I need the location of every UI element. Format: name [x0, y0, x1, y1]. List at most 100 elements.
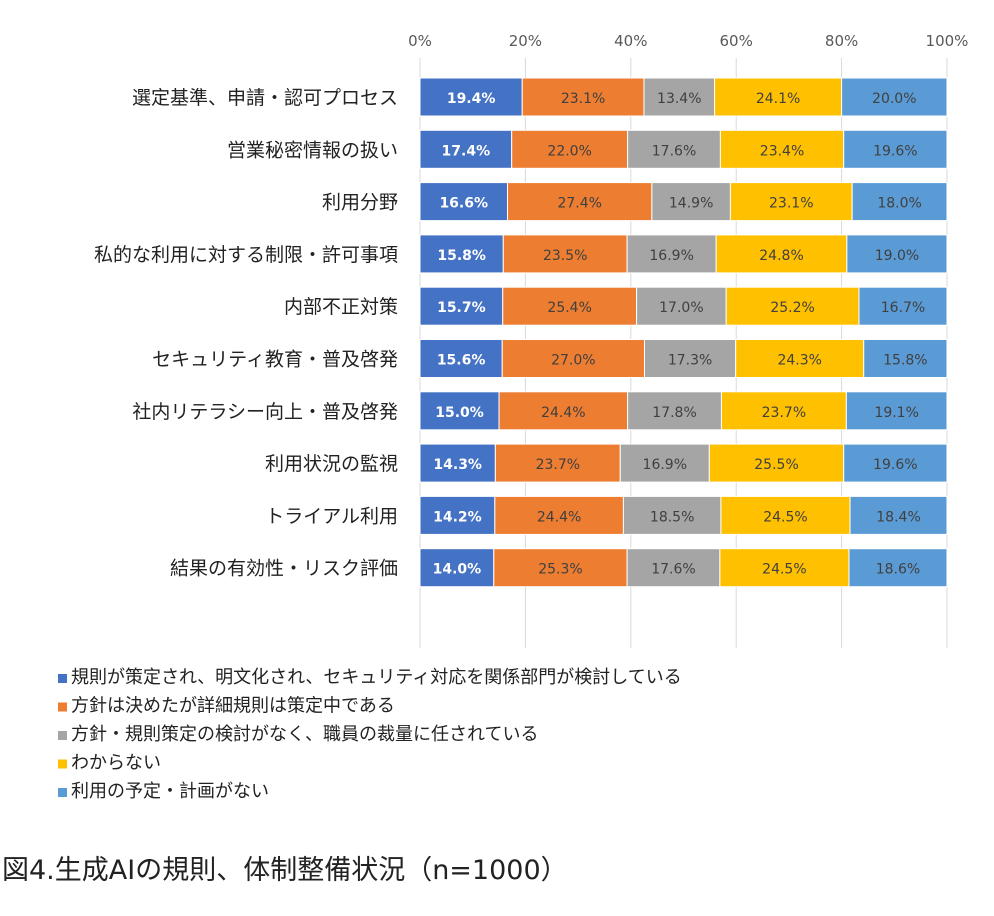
- bar-segment-series-3: [651, 182, 731, 222]
- bar-segment-series-5: [843, 129, 948, 169]
- bar-segment-series-5: [846, 234, 948, 274]
- legend-label: 方針は決めたが詳細規則は策定中である: [71, 696, 395, 717]
- data-label: 24.4%: [537, 509, 581, 525]
- bar-segment-series-1: [419, 548, 495, 588]
- legend-label: 利用の予定・計画がない: [71, 781, 269, 802]
- data-label: 25.2%: [770, 300, 814, 316]
- bar-segment-series-4: [719, 129, 845, 169]
- data-label: 19.0%: [875, 248, 919, 264]
- bar-segment-series-4: [725, 286, 860, 326]
- data-label: 17.3%: [668, 353, 712, 369]
- data-label: 23.5%: [543, 248, 587, 264]
- data-label: 24.4%: [541, 405, 585, 421]
- data-label: 24.8%: [759, 248, 803, 264]
- x-tick-label: 60%: [720, 32, 753, 50]
- bar-segment-series-5: [848, 548, 948, 588]
- bar-segment-series-3: [644, 339, 737, 378]
- category-label: セキュリティ教育・普及啓発: [152, 349, 398, 371]
- chart-canvas: 0% 20% 40% 60% 80% 100% 選定基準、申請・認可プロセス 19.4% 23.…: [58, 32, 969, 802]
- data-label: 15.0%: [435, 405, 484, 421]
- category-label: トライアル利用: [265, 505, 398, 527]
- data-label: 15.8%: [437, 248, 486, 264]
- data-label: 19.6%: [873, 143, 917, 159]
- bar-segment-series-2: [506, 182, 653, 222]
- x-tick-label: 100%: [926, 32, 969, 50]
- x-tick-label: 0%: [408, 32, 432, 50]
- category-label: 選定基準、申請・認可プロセス: [132, 87, 398, 109]
- category-label: 利用分野: [322, 192, 398, 214]
- data-label: 25.5%: [754, 457, 798, 473]
- data-label: 15.7%: [437, 300, 486, 316]
- data-label: 18.0%: [877, 196, 921, 212]
- category-label: 結果の有効性・リスク評価: [170, 558, 398, 580]
- data-label: 22.0%: [547, 143, 591, 159]
- bar-segment-series-1: [419, 339, 503, 378]
- data-label: 24.5%: [763, 509, 807, 525]
- data-label: 17.6%: [652, 143, 696, 159]
- data-label: 25.3%: [538, 562, 582, 578]
- bar-segment-series-4: [719, 548, 850, 588]
- x-tick-label: 80%: [825, 32, 858, 50]
- bar-segment-series-2: [494, 443, 621, 483]
- bar-segment-series-2: [502, 234, 628, 274]
- bar-segment-series-3: [627, 129, 721, 169]
- bar-segment-series-2: [494, 495, 624, 535]
- data-label: 23.1%: [561, 91, 605, 107]
- data-label: 17.4%: [442, 143, 491, 159]
- data-label: 14.2%: [433, 509, 482, 525]
- bar-segment-series-3: [627, 391, 722, 431]
- data-label: 27.4%: [557, 196, 601, 212]
- data-label: 16.9%: [649, 248, 693, 264]
- bar-segment-series-5: [851, 182, 948, 222]
- data-label: 13.4%: [657, 91, 701, 107]
- bar-segment-series-1: [419, 391, 500, 431]
- data-label: 23.1%: [769, 196, 813, 212]
- bar-segment-series-5: [863, 339, 948, 378]
- category-label: 営業秘密情報の扱い: [227, 139, 398, 161]
- bar-segment-series-5: [841, 77, 948, 117]
- category-label: 内部不正対策: [284, 296, 398, 318]
- data-label: 24.1%: [756, 91, 800, 107]
- data-label: 27.0%: [551, 353, 595, 369]
- x-tick-label: 20%: [509, 32, 542, 50]
- bar-segment-series-1: [419, 129, 513, 169]
- x-tick-label: 40%: [614, 32, 647, 50]
- bar-segment-series-5: [858, 286, 948, 326]
- bar-segment-series-3: [622, 495, 722, 535]
- data-label: 23.7%: [762, 405, 806, 421]
- category-label: 私的な利用に対する制限・許可事項: [94, 244, 398, 266]
- bar-segment-series-1: [419, 443, 496, 483]
- data-label: 16.6%: [439, 196, 488, 212]
- legend-label: 規則が策定され、明文化され、セキュリティ対応を関係部門が検討している: [71, 667, 682, 688]
- bar-segment-series-2: [498, 391, 629, 431]
- data-label: 23.4%: [760, 143, 804, 159]
- data-label: 18.6%: [876, 562, 920, 578]
- bar-segment-series-5: [845, 391, 948, 431]
- legend-swatch: [58, 788, 67, 797]
- data-label: 14.3%: [433, 457, 482, 473]
- bar-segment-series-5: [843, 443, 948, 483]
- bar-segment-series-3: [626, 234, 717, 274]
- bar-segment-series-2: [501, 339, 646, 378]
- legend-label: わからない: [71, 753, 161, 774]
- data-label: 16.7%: [881, 300, 925, 316]
- bar-segment-series-3: [619, 443, 710, 483]
- data-label: 14.9%: [669, 196, 713, 212]
- category-label: 社内リテラシー向上・普及啓発: [132, 401, 398, 423]
- data-label: 20.0%: [872, 91, 916, 107]
- data-label: 16.9%: [643, 457, 687, 473]
- bar-segment-series-1: [419, 77, 523, 117]
- data-label: 15.6%: [437, 353, 486, 369]
- data-label: 14.0%: [433, 562, 482, 578]
- data-label: 17.0%: [659, 300, 703, 316]
- bar-segment-series-4: [729, 182, 853, 222]
- category-label: 利用状況の監視: [265, 453, 398, 475]
- bar-segment-series-4: [735, 339, 865, 378]
- data-label: 19.6%: [873, 457, 917, 473]
- data-label: 17.6%: [651, 562, 695, 578]
- data-label: 19.1%: [874, 405, 918, 421]
- data-label: 17.8%: [652, 405, 696, 421]
- bar-segment-series-5: [849, 495, 948, 535]
- data-label: 24.3%: [777, 353, 821, 369]
- legend-swatch: [58, 702, 67, 712]
